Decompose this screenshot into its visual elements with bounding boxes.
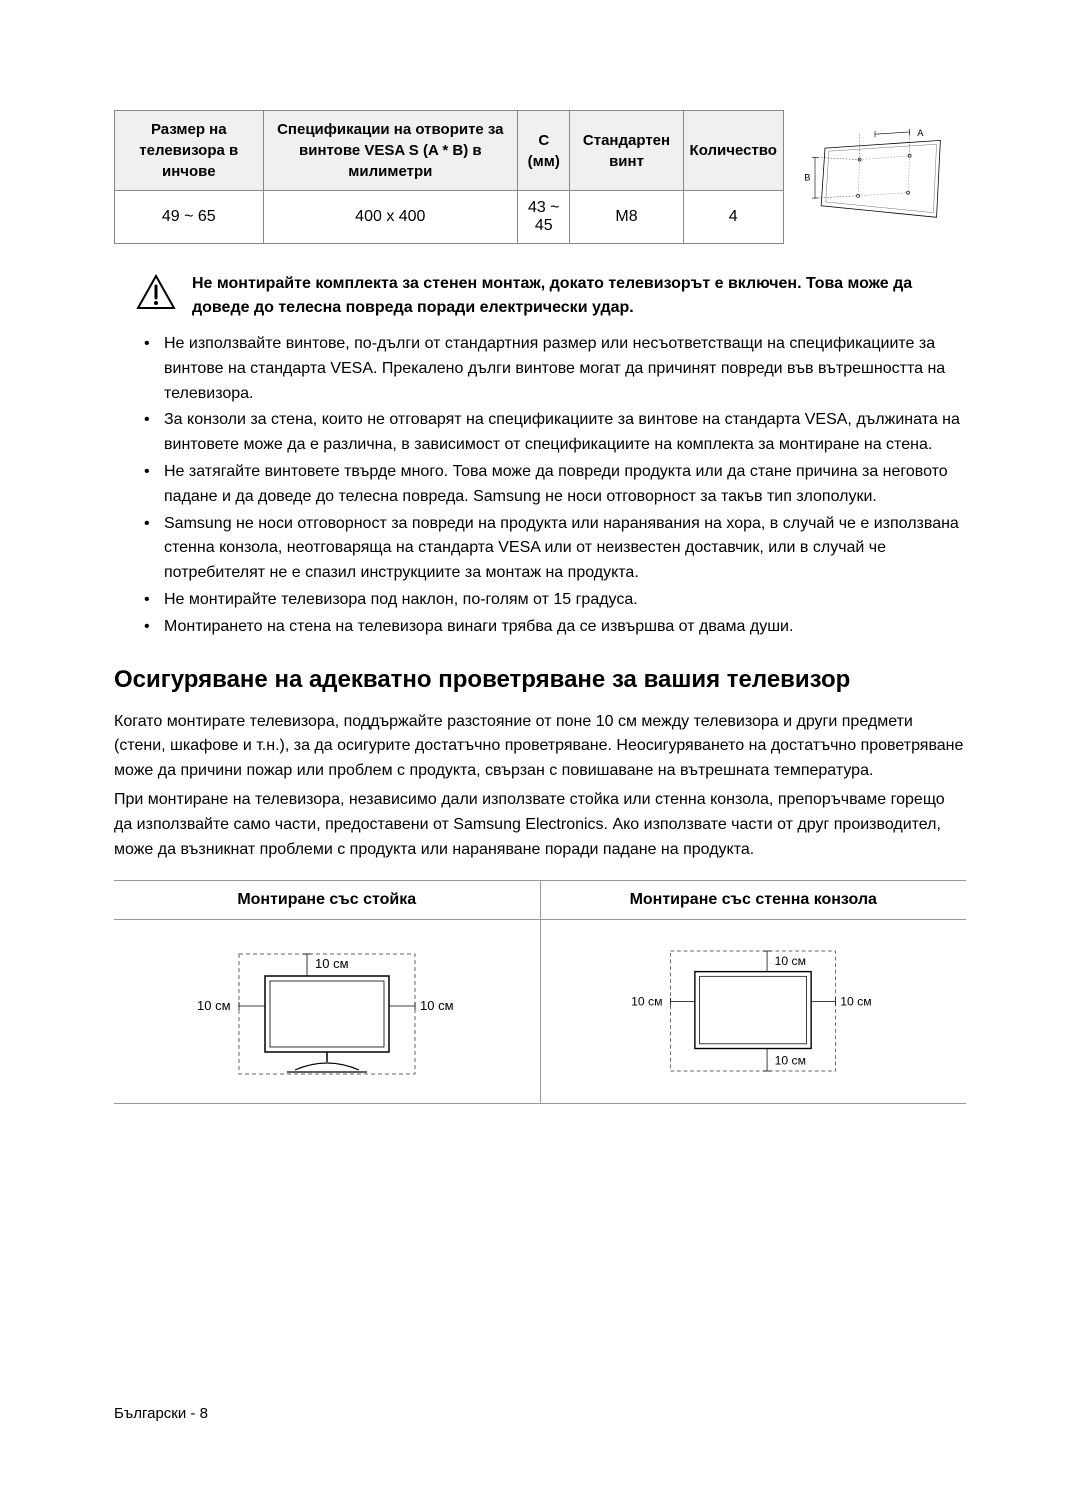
safety-bullets: Не използвайте винтове, по-дълги от стан… — [144, 332, 966, 640]
bullet-item: Samsung не носи отговорност за повреди н… — [144, 512, 966, 586]
warning-icon — [136, 274, 176, 310]
bullet-item: Не монтирайте телевизора под наклон, по-… — [144, 588, 966, 613]
cell-c: 43 ~ 45 — [518, 191, 570, 244]
dist-label: 10 см — [631, 995, 662, 1009]
vesa-label-b: B — [804, 172, 810, 182]
bullet-item: Не затягайте винтовете твърде много. Тов… — [144, 460, 966, 510]
col-screw: Стандартен винт — [570, 111, 683, 191]
mount-stand-diagram: 10 см 10 см 10 см — [187, 936, 467, 1086]
warning-block: Не монтирайте комплекта за стенен монтаж… — [136, 272, 966, 320]
warning-text: Не монтирайте комплекта за стенен монтаж… — [192, 272, 966, 320]
page-footer: Български - 8 — [114, 1405, 208, 1422]
mount-wall-diagram: 10 см 10 см 10 см 10 см — [613, 936, 893, 1086]
ventilation-heading: Осигуряване на адекватно проветряване за… — [114, 666, 966, 694]
mount-table: Монтиране със стойка Монтиране със стенн… — [114, 880, 966, 1104]
vesa-diagram-cell: A B — [783, 111, 966, 244]
vesa-spec-table: Размер на телевизора в инчове Спецификац… — [114, 110, 966, 244]
col-c: С (мм) — [518, 111, 570, 191]
dist-label: 10 см — [420, 998, 454, 1013]
mount-stand-cell: 10 см 10 см 10 см — [114, 920, 540, 1104]
col-vesa: Спецификации на отворите за винтове VESA… — [263, 111, 518, 191]
cell-qty: 4 — [683, 191, 783, 244]
dist-label: 10 см — [315, 956, 349, 971]
cell-size: 49 ~ 65 — [115, 191, 264, 244]
vesa-label-a: A — [917, 127, 924, 137]
col-qty: Количество — [683, 111, 783, 191]
mount-wall-cell: 10 см 10 см 10 см 10 см — [540, 920, 966, 1104]
dist-label: 10 см — [197, 998, 231, 1013]
cell-vesa: 400 x 400 — [263, 191, 518, 244]
bullet-item: Не използвайте винтове, по-дълги от стан… — [144, 332, 966, 406]
dist-label: 10 см — [775, 954, 806, 968]
bullet-item: Монтирането на стена на телевизора винаг… — [144, 615, 966, 640]
ventilation-p1: Когато монтирате телевизора, поддържайте… — [114, 710, 966, 784]
mount-stand-header: Монтиране със стойка — [114, 881, 540, 920]
mount-wall-header: Монтиране със стенна конзола — [540, 881, 966, 920]
col-size: Размер на телевизора в инчове — [115, 111, 264, 191]
cell-screw: M8 — [570, 191, 683, 244]
vesa-diagram-svg: A B — [790, 125, 960, 225]
ventilation-p2: При монтиране на телевизора, независимо … — [114, 788, 966, 862]
dist-label: 10 см — [840, 995, 871, 1009]
dist-label: 10 см — [775, 1054, 806, 1068]
bullet-item: За конзоли за стена, които не отговарят … — [144, 408, 966, 458]
